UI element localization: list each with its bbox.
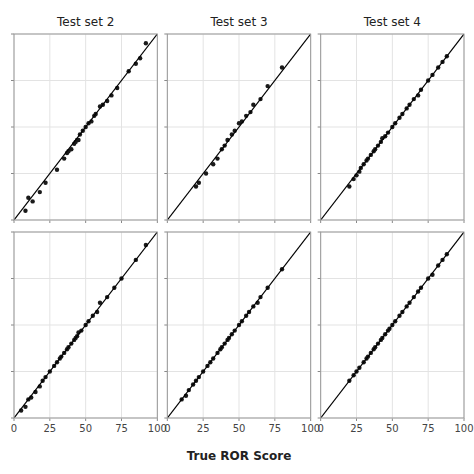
point <box>38 190 42 194</box>
grid-line <box>14 173 157 174</box>
subplot: Test set 4 <box>318 15 464 223</box>
grid-line <box>167 173 310 174</box>
plot-area <box>321 34 464 220</box>
plot-frame <box>167 232 310 418</box>
grid-line <box>167 278 310 279</box>
plot-area <box>167 34 310 220</box>
marks <box>14 232 157 418</box>
tick-label: 0 <box>11 423 17 434</box>
tick-label: 25 <box>350 423 363 434</box>
tick-label: 100 <box>454 423 473 434</box>
subplot-title: Test set 4 <box>363 15 421 29</box>
plot-area <box>321 232 464 418</box>
tick-label: 0 <box>317 423 323 434</box>
subplot: Test set 3 <box>164 15 310 223</box>
plot-area <box>14 34 157 220</box>
tick-label: 25 <box>43 423 56 434</box>
marks <box>321 232 464 418</box>
plot-frame <box>167 34 310 220</box>
tick-label: 0 <box>164 423 170 434</box>
plot-frame <box>321 232 464 418</box>
tick-label: 50 <box>79 423 92 434</box>
reference-line <box>167 232 310 418</box>
plot-frame <box>14 34 157 220</box>
subplot: 0255075100 <box>11 232 167 434</box>
grid-line <box>321 173 464 174</box>
marks <box>14 34 157 220</box>
tick-label: 50 <box>386 423 399 434</box>
chart: Test set 2 Test set 3 Test set 4 0 25 50 75 100… <box>0 0 474 474</box>
reference-line <box>321 232 464 418</box>
tick-label: 50 <box>233 423 246 434</box>
subplot-title: Test set 3 <box>209 15 267 29</box>
point <box>23 209 27 213</box>
point <box>30 199 34 203</box>
grid-line <box>321 371 464 372</box>
subplot: 0255075100 <box>164 232 320 434</box>
x-axis-label: True ROR Score <box>187 449 292 463</box>
point <box>144 41 148 45</box>
tick-label: 75 <box>268 423 281 434</box>
subplot: 0 25 50 75 100 <box>317 232 473 434</box>
reference-line <box>321 34 464 220</box>
grid-line <box>167 371 310 372</box>
grid-line <box>14 80 157 81</box>
plot-area <box>167 232 310 418</box>
tick-label: 25 <box>197 423 210 434</box>
reference-line <box>14 34 157 220</box>
subplot: Test set 2 <box>11 15 157 223</box>
point <box>55 168 59 172</box>
plot-frame <box>321 34 464 220</box>
grid-line <box>167 80 310 81</box>
plot-frame <box>14 232 157 418</box>
grid-line <box>321 278 464 279</box>
marks <box>321 34 464 220</box>
plot-area <box>14 232 157 418</box>
marks <box>167 34 310 220</box>
subplot-title: Test set 2 <box>56 15 114 29</box>
reference-line <box>167 34 310 220</box>
tick-label: 75 <box>422 423 435 434</box>
marks <box>167 232 310 418</box>
grid-line <box>14 371 157 372</box>
grid-line <box>14 278 157 279</box>
tick-label: 75 <box>115 423 128 434</box>
grid-line <box>321 80 464 81</box>
reference-line <box>14 232 157 418</box>
